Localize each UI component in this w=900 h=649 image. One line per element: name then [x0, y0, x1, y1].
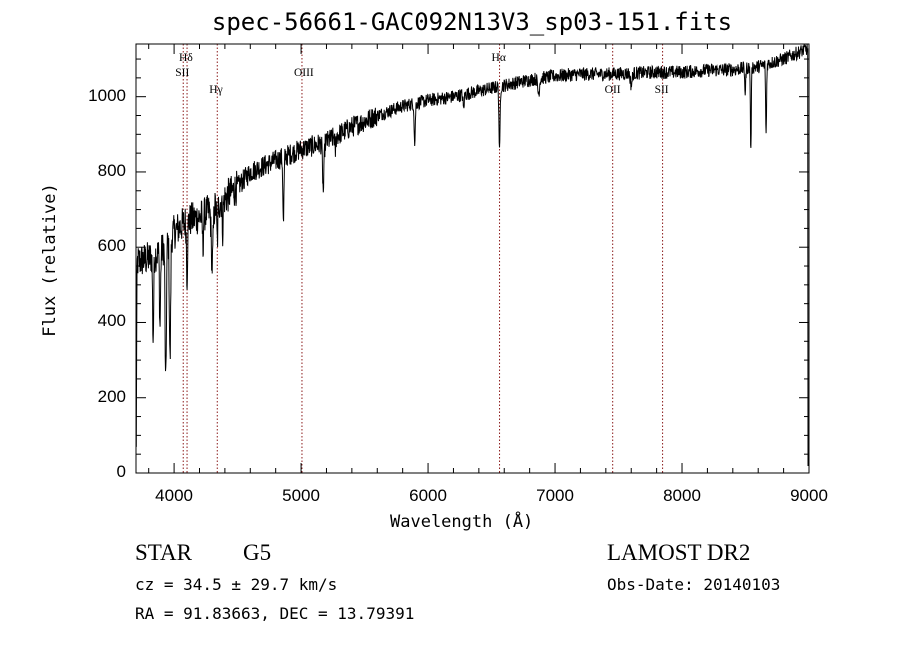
y-tick-label: 600 [97, 236, 126, 256]
x-tick-label: 9000 [790, 486, 828, 505]
x-tick-label: 5000 [282, 486, 320, 505]
observation-date: Obs-Date: 20140103 [607, 575, 781, 594]
x-tick-label: 6000 [409, 486, 447, 505]
spectral-line-label: Hγ [209, 84, 223, 96]
spectrum-series-line [135, 43, 809, 466]
redshift-cz: cz = 34.5 ± 29.7 km/s [135, 575, 338, 594]
x-tick-label: 7000 [536, 486, 574, 505]
y-axis-label: Flux (relative) [40, 183, 60, 337]
y-tick-label: 200 [97, 386, 126, 406]
plot-frame [135, 43, 810, 474]
chart-title: spec-56661-GAC092N13V3_sp03-151.fits [211, 8, 733, 36]
y-tick-label: 800 [97, 160, 126, 180]
y-tick-label: 400 [97, 311, 126, 331]
y-tick-label: 0 [116, 462, 126, 481]
x-axis-label: Wavelength (Å) [390, 512, 534, 532]
x-tick-label: 4000 [155, 486, 193, 505]
spectral-line-label: Hδ [179, 52, 193, 64]
spectral-line-label: SII [654, 84, 669, 96]
spectral-line-label: OIII [293, 67, 314, 79]
object-subclass: G5 [243, 540, 272, 565]
x-tick-label: 8000 [663, 486, 701, 505]
object-class: STAR [135, 540, 192, 565]
spectral-line-markers [182, 44, 664, 473]
ra-dec-coordinates: RA = 91.83663, DEC = 13.79391 [135, 604, 415, 623]
survey-name: LAMOST DR2 [607, 540, 751, 565]
spectral-line-label: Hα [491, 52, 506, 64]
spectral-line-label: SII [175, 67, 190, 79]
y-tick-label: 1000 [88, 85, 126, 105]
axis-ticks [136, 44, 810, 474]
spectral-line-label: OII [604, 84, 621, 96]
